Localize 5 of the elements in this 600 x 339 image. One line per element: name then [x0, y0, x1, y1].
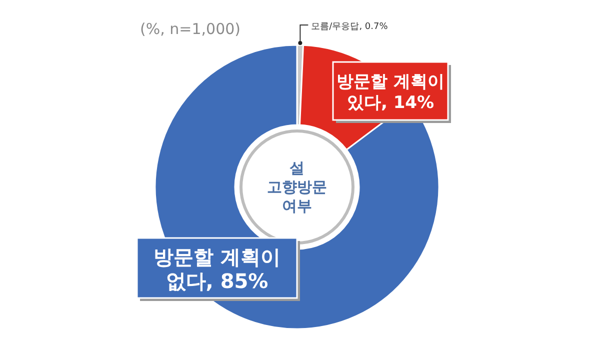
text: (%, n=1,000) — [140, 20, 241, 38]
slice-label: 모름/무응답, 0.7% — [311, 22, 388, 32]
text: 설 고향방문 여부 — [267, 159, 327, 215]
slice-label: 방문할 계획이 있다, 14% — [336, 72, 444, 113]
slice-label: 방문할 계획이 없다, 85% — [154, 245, 280, 293]
